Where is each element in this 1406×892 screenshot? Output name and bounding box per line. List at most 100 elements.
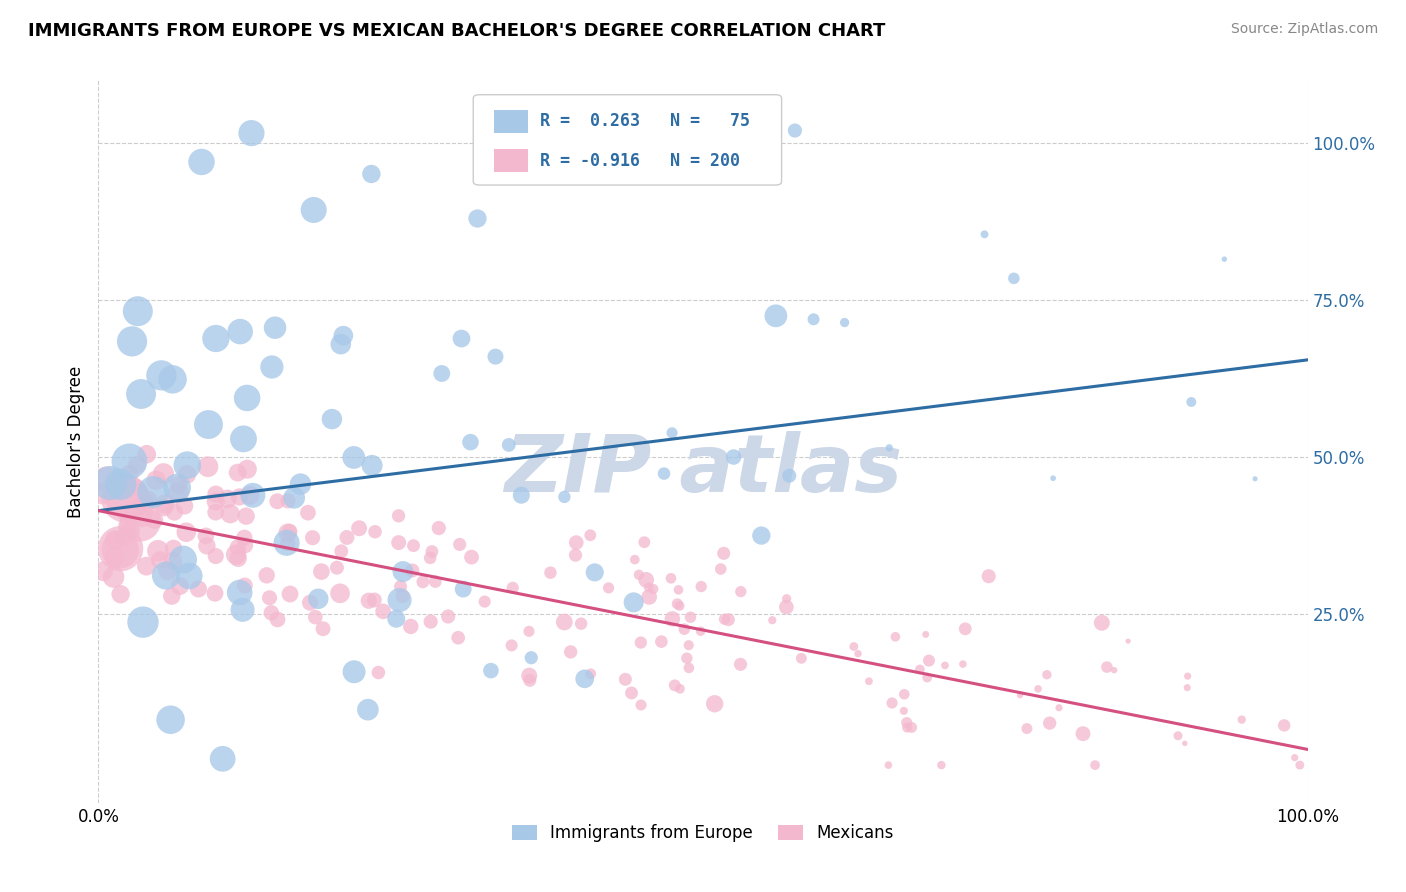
Point	[614, 673, 637, 687]
Point	[204, 549, 226, 563]
Point	[343, 665, 366, 679]
Point	[388, 535, 411, 549]
Point	[226, 466, 249, 480]
Point	[172, 552, 194, 566]
Point	[401, 564, 423, 578]
Point	[517, 668, 540, 682]
Point	[565, 535, 588, 549]
Text: Source: ZipAtlas.com: Source: ZipAtlas.com	[1230, 22, 1378, 37]
Point	[146, 543, 169, 558]
Point	[664, 678, 686, 692]
Point	[623, 595, 645, 609]
Point	[297, 506, 319, 520]
Point	[1102, 663, 1125, 677]
Point	[125, 458, 148, 472]
Point	[278, 524, 301, 539]
Point	[703, 697, 725, 711]
Point	[104, 549, 127, 564]
Point	[235, 509, 257, 524]
Point	[330, 544, 353, 558]
Point	[259, 591, 281, 605]
Point	[877, 758, 900, 772]
Point	[301, 531, 323, 545]
Point	[166, 481, 188, 495]
Point	[918, 654, 941, 668]
Point	[643, 582, 665, 596]
Point	[627, 567, 650, 582]
Point	[623, 552, 645, 566]
Point	[104, 533, 127, 547]
Point	[131, 510, 153, 524]
Point	[977, 569, 1000, 583]
Point	[129, 387, 152, 401]
Point	[367, 665, 389, 680]
Point	[669, 681, 692, 696]
Point	[298, 596, 321, 610]
Text: R =  0.263   N =   75: R = 0.263 N = 75	[540, 112, 749, 130]
Point	[114, 491, 136, 506]
Point	[260, 606, 283, 620]
Text: R = -0.916   N = 200: R = -0.916 N = 200	[540, 152, 740, 169]
Point	[236, 391, 259, 405]
Point	[540, 566, 562, 580]
Point	[228, 490, 250, 504]
Point	[233, 538, 256, 552]
Point	[103, 570, 125, 584]
Point	[510, 488, 533, 502]
Point	[842, 640, 865, 654]
Point	[713, 612, 735, 626]
Point	[179, 569, 201, 583]
Point	[893, 687, 915, 701]
Point	[751, 528, 773, 542]
Point	[290, 477, 312, 491]
Point	[117, 480, 139, 494]
Point	[135, 559, 157, 574]
Point	[1095, 660, 1118, 674]
Point	[145, 473, 167, 487]
Point	[385, 612, 408, 626]
Bar	[494, 110, 527, 133]
Point	[893, 704, 915, 718]
Point	[219, 507, 242, 521]
Point	[152, 467, 174, 481]
Point	[419, 615, 441, 629]
Point	[668, 582, 690, 597]
Point	[174, 525, 197, 540]
Point	[460, 550, 482, 565]
Point	[1213, 252, 1236, 267]
Point	[160, 589, 183, 603]
Point	[678, 638, 700, 652]
Point	[803, 312, 825, 326]
Point	[329, 586, 352, 600]
Point	[278, 587, 301, 601]
Point	[834, 316, 856, 330]
Point	[217, 491, 239, 506]
Point	[1071, 727, 1094, 741]
Point	[775, 600, 797, 615]
Point	[115, 519, 138, 533]
Point	[240, 126, 263, 140]
Text: ZIP atlas: ZIP atlas	[503, 432, 903, 509]
Point	[204, 586, 226, 600]
Point	[110, 587, 132, 601]
Point	[501, 639, 523, 653]
Point	[197, 417, 219, 432]
Point	[232, 603, 254, 617]
Point	[134, 495, 156, 509]
Point	[155, 568, 177, 582]
Point	[884, 630, 907, 644]
Point	[900, 720, 922, 734]
Point	[277, 525, 299, 540]
Point	[1084, 758, 1107, 772]
Point	[652, 467, 675, 481]
Point	[846, 647, 869, 661]
Point	[336, 531, 359, 545]
Point	[484, 350, 506, 364]
Point	[304, 610, 326, 624]
Point	[502, 581, 524, 595]
Point	[449, 537, 471, 551]
Point	[579, 528, 602, 542]
Point	[232, 432, 254, 446]
Point	[430, 367, 453, 381]
Point	[679, 610, 702, 624]
